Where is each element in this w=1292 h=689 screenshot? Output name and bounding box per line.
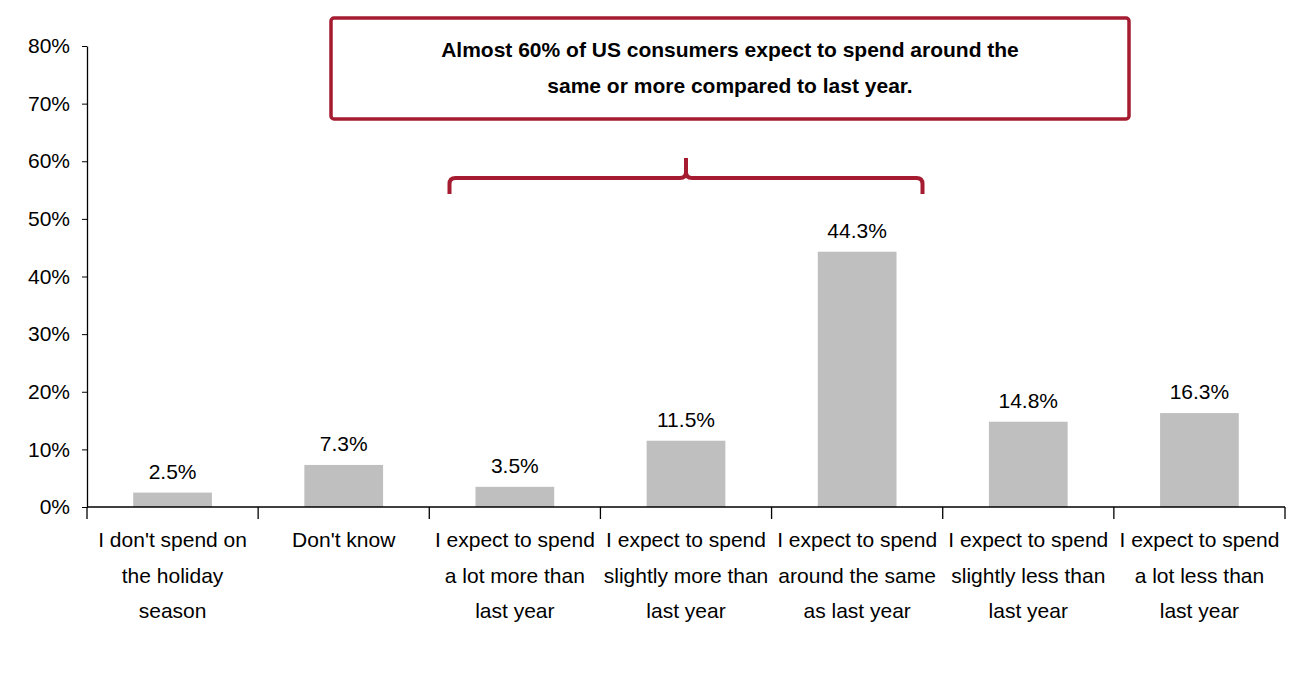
data-label: 3.5% (491, 454, 539, 477)
data-label: 16.3% (1170, 380, 1230, 403)
y-axis-line (87, 47, 88, 508)
data-label: 11.5% (657, 408, 715, 431)
x-separator (771, 507, 772, 519)
x-separator (600, 507, 601, 519)
y-tick-mark (82, 449, 87, 450)
bar (989, 422, 1068, 507)
y-tick-label: 70% (28, 92, 70, 115)
y-tick: 0% (40, 495, 87, 518)
y-tick-label: 30% (28, 322, 70, 345)
y-tick-label: 10% (28, 438, 70, 461)
y-tick-mark (82, 334, 87, 335)
x-tick-label-line: the holiday (122, 564, 224, 587)
data-labels: 2.5% 7.3% 3.5% 11.5% 44.3% 14.8% 16.3% (149, 219, 1230, 483)
x-tick-label-line: Don't know (292, 528, 396, 551)
data-label: 2.5% (149, 460, 197, 483)
x-tick-label-line: as last year (803, 599, 910, 622)
x-tick: I don't spend on the holiday season (98, 528, 247, 622)
y-tick-mark (82, 392, 87, 393)
x-tick-label-line: I expect to spend (435, 528, 595, 551)
x-tick-label: I expect to spend a lot more than last yea… (435, 528, 595, 622)
x-tick-label-line: last year (646, 599, 725, 622)
y-tick-label: 40% (28, 265, 70, 288)
x-axis: I don't spend on the holiday season Don't k… (87, 507, 1285, 622)
y-tick: 70% (28, 92, 87, 115)
y-tick-mark (82, 104, 87, 105)
bar (475, 487, 554, 507)
x-tick-label-line: slightly less than (951, 564, 1105, 587)
x-tick-label-line: last year (989, 599, 1068, 622)
x-tick-label-line: I expect to spend (606, 528, 766, 551)
bar (647, 441, 726, 507)
y-tick-mark (82, 46, 87, 47)
y-tick-mark (82, 507, 87, 508)
x-separator (1284, 507, 1285, 519)
x-tick: I expect to spend a lot less than last yea… (1119, 528, 1279, 622)
y-tick-label: 20% (28, 380, 70, 403)
x-tick: I expect to spend slightly less than last … (948, 528, 1108, 622)
x-tick: I expect to spend around the same as last … (777, 528, 937, 622)
y-axis: 0% 10% 20% 30% 40% 50% 60% 70% 80% (28, 34, 88, 518)
x-tick-label: I expect to spend slightly less than last … (948, 528, 1108, 622)
y-tick: 10% (28, 438, 87, 461)
x-separator (86, 507, 87, 519)
data-label: 14.8% (999, 389, 1059, 412)
x-tick-label-line: I expect to spend (1119, 528, 1279, 551)
y-tick: 60% (28, 149, 87, 172)
x-tick-label-line: I expect to spend (948, 528, 1108, 551)
x-tick-label: I expect to spend a lot less than last yea… (1119, 528, 1279, 622)
annotation-bracket (449, 158, 922, 194)
y-tick-label: 80% (28, 34, 70, 57)
y-tick-label: 50% (28, 207, 70, 230)
y-tick: 40% (28, 265, 87, 288)
x-tick-label-line: last year (1160, 599, 1239, 622)
bar (818, 252, 897, 507)
x-separator (1113, 507, 1114, 519)
bars (133, 252, 1239, 507)
data-label: 44.3% (827, 219, 887, 242)
x-tick-label-line: season (139, 599, 207, 622)
y-tick-label: 0% (40, 495, 70, 518)
annotation: Almost 60% of US consumers expect to spe… (331, 18, 1129, 119)
y-tick-mark (82, 277, 87, 278)
x-tick-label-line: I expect to spend (777, 528, 937, 551)
x-tick-label-line: slightly more than (604, 564, 769, 587)
bar (304, 465, 383, 507)
annotation-text: same or more compared to last year. (547, 74, 912, 97)
x-tick-label-line: last year (475, 599, 554, 622)
bar (1160, 413, 1239, 507)
y-tick: 80% (28, 34, 87, 57)
plot: 2.5% 7.3% 3.5% 11.5% 44.3% 14.8% 16.3% 0% 10% 20%… (28, 34, 1285, 622)
x-separator (257, 507, 258, 519)
x-axis-line (87, 506, 1285, 507)
y-tick-mark (82, 161, 87, 162)
x-separator (429, 507, 430, 519)
bar (133, 493, 212, 507)
y-tick-mark (82, 219, 87, 220)
annotation-box (331, 18, 1129, 119)
x-tick: Don't know (292, 528, 396, 551)
x-tick: I expect to spend a lot more than last yea… (435, 528, 595, 622)
x-tick-label: I expect to spend around the same as last … (777, 528, 937, 622)
x-tick-label: Don't know (292, 528, 396, 551)
x-tick-label-line: a lot more than (445, 564, 585, 587)
x-separator (942, 507, 943, 519)
x-tick: I expect to spend slightly more than last … (604, 528, 769, 622)
x-tick-label-line: I don't spend on (98, 528, 247, 551)
y-tick: 20% (28, 380, 87, 403)
y-tick-label: 60% (28, 149, 70, 172)
x-separators (87, 507, 1285, 519)
annotation-text: Almost 60% of US consumers expect to spe… (441, 38, 1019, 61)
x-tick-label-line: a lot less than (1135, 564, 1265, 587)
x-tick-label-line: around the same (778, 564, 936, 587)
data-label: 7.3% (320, 432, 368, 455)
x-tick-label: I don't spend on the holiday season (98, 528, 247, 622)
chart: 2.5% 7.3% 3.5% 11.5% 44.3% 14.8% 16.3% 0% 10% 20%… (0, 0, 1292, 689)
y-tick: 30% (28, 322, 87, 345)
x-tick-label: I expect to spend slightly more than last … (604, 528, 769, 622)
y-tick: 50% (28, 207, 87, 230)
